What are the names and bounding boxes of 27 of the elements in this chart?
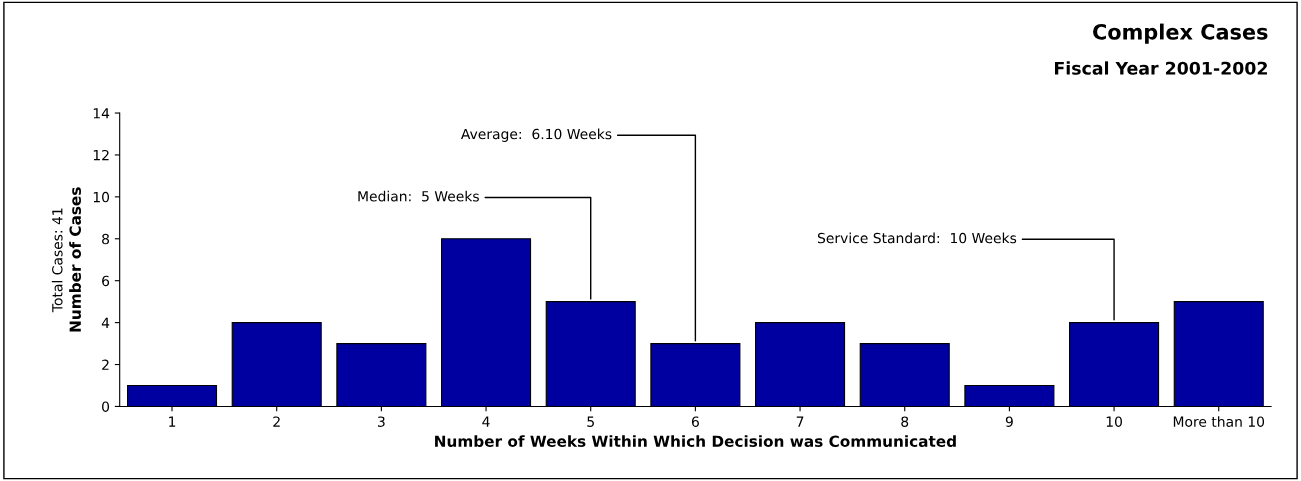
y-tick-label: 2 xyxy=(102,359,109,370)
chart-subtitle: Fiscal Year 2001-2002 xyxy=(1055,61,1267,75)
chart-title: Complex Cases xyxy=(1093,23,1268,44)
y-tick-label: 6 xyxy=(102,275,110,287)
x-tick-label: 7 xyxy=(796,416,804,427)
x-tick-label: 4 xyxy=(482,416,490,427)
x-tick-label: 2 xyxy=(273,416,280,427)
annotation: Average: 6.10 Weeks xyxy=(460,128,612,142)
y-tick-label: 0 xyxy=(102,401,110,412)
x-tick-label: 10 xyxy=(1106,416,1122,427)
text: Total Cases: 41 xyxy=(51,208,63,313)
y-tick-label: 8 xyxy=(102,233,110,245)
x-tick-label: 5 xyxy=(587,416,594,427)
y-tick-label: 10 xyxy=(93,191,110,203)
y-tick-label: 12 xyxy=(93,149,109,161)
x-axis-title: Number of Weeks Within Which Decision was Communicated xyxy=(435,435,956,447)
x-tick-label: 9 xyxy=(1005,416,1013,427)
x-tick-label: 6 xyxy=(691,416,699,427)
y-tick-label: 4 xyxy=(101,317,110,328)
x-tick-label: 8 xyxy=(901,416,909,427)
annotation: Median: 5 Weeks xyxy=(358,190,479,202)
y-tick-label: 14 xyxy=(93,108,110,119)
x-tick-label: More than 10 xyxy=(1173,416,1265,427)
y-axis-title: Number of Cases xyxy=(69,187,81,332)
annotation: Service Standard: 10 Weeks xyxy=(817,232,1017,244)
x-tick-label: 1 xyxy=(169,416,176,427)
x-tick-label: 3 xyxy=(378,416,385,427)
